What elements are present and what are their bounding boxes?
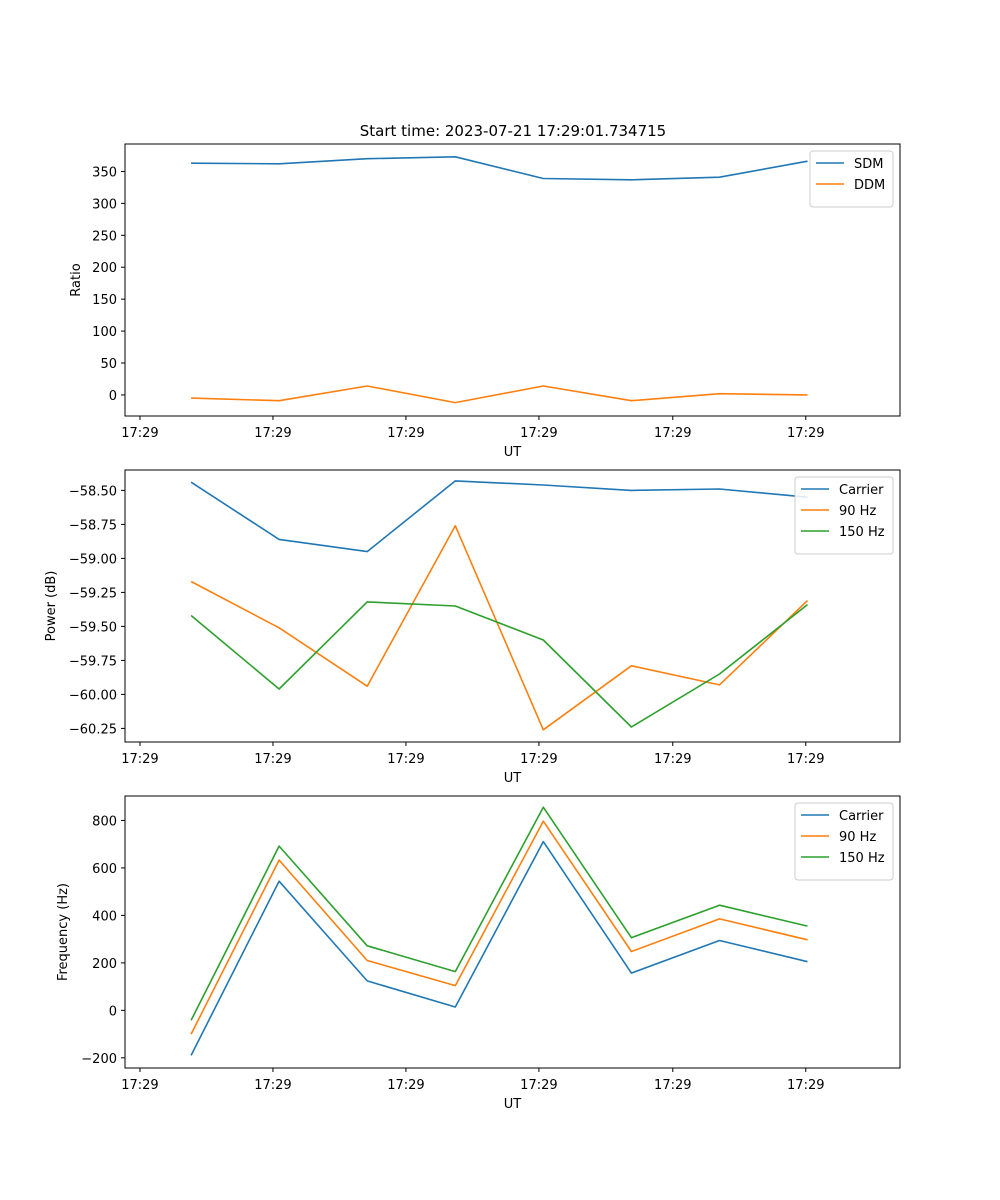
ratio-legend-box	[809, 150, 894, 208]
power-series-90-hz-line	[190, 524, 809, 731]
power-y-tick-label: −59.75	[69, 654, 117, 669]
ratio-x-tick-label: 17:29	[787, 426, 824, 441]
ratio-y-tick-label: 350	[92, 165, 117, 180]
power-legend-label-90-hz: 90 Hz	[839, 504, 876, 519]
power-y-tick-label: −58.75	[69, 518, 117, 533]
ratio-x-axis-label: UT	[504, 445, 522, 460]
ratio-x-tick-label: 17:29	[520, 426, 557, 441]
frequency-y-tick-label: 600	[92, 862, 117, 877]
frequency-x-tick-label: 17:29	[520, 1078, 557, 1093]
frequency-x-tick-label: 17:29	[787, 1078, 824, 1093]
ratio-y-axis-label: Ratio	[69, 263, 84, 296]
frequency-legend-box	[794, 802, 894, 881]
power-legend-label-carrier: Carrier	[839, 483, 884, 498]
ratio-legend-label-sdm: SDM	[854, 157, 883, 172]
frequency-x-tick-label: 17:29	[654, 1078, 691, 1093]
power-x-axis-label: UT	[504, 771, 522, 786]
frequency-legend-label-carrier: Carrier	[839, 809, 884, 824]
power-x-tick-label: 17:29	[121, 752, 158, 767]
power-y-tick-label: −59.50	[69, 620, 117, 635]
frequency-y-tick-label: 400	[92, 909, 117, 924]
frequency-y-tick-label: −200	[81, 1052, 117, 1067]
ratio-x-tick-label: 17:29	[254, 426, 291, 441]
ratio-y-tick-label: 250	[92, 229, 117, 244]
power-y-axis-label: Power (dB)	[44, 571, 59, 642]
power-legend-label-150-hz: 150 Hz	[839, 525, 885, 540]
ratio-x-tick-label: 17:29	[387, 426, 424, 441]
frequency-legend-label-150-hz: 150 Hz	[839, 851, 885, 866]
ratio-panel: 0 50 100 150 200 250 300 350 17:29 17:29 17:29 17:2…	[69, 143, 901, 460]
power-x-tick-label: 17:29	[254, 752, 291, 767]
ratio-series-sdm-line	[191, 156, 808, 181]
power-x-tick-label: 17:29	[520, 752, 557, 767]
frequency-series-carrier-line	[190, 840, 808, 1056]
frequency-axes-frame	[124, 795, 901, 1069]
power-x-tick-label: 17:29	[787, 752, 824, 767]
frequency-x-tick-label: 17:29	[254, 1078, 291, 1093]
power-series-150-hz-line	[190, 601, 808, 728]
ratio-x-tick-label: 17:29	[654, 426, 691, 441]
power-y-tick-label: −60.25	[69, 722, 117, 737]
ratio-x-tick-label: 17:29	[121, 426, 158, 441]
power-series-carrier-line	[190, 480, 808, 553]
ratio-y-tick-label: 300	[92, 197, 117, 212]
frequency-x-tick-label: 17:29	[121, 1078, 158, 1093]
power-x-tick-label: 17:29	[387, 752, 424, 767]
frequency-legend-label-90-hz: 90 Hz	[839, 830, 876, 845]
ratio-y-tick-label: 0	[109, 389, 117, 404]
power-axes-frame	[124, 469, 901, 743]
ratio-y-tick-label: 100	[92, 325, 117, 340]
frequency-series-90-hz-line	[190, 820, 808, 1035]
power-y-tick-label: −59.25	[69, 586, 117, 601]
frequency-series-150-hz-line	[190, 806, 808, 1021]
power-y-tick-label: −60.00	[69, 688, 117, 703]
ratio-y-tick-label: 150	[92, 293, 117, 308]
ratio-axes-frame	[124, 143, 901, 417]
power-y-tick-label: −59.00	[69, 552, 117, 567]
ratio-series-ddm-line	[191, 385, 808, 404]
power-y-tick-label: −58.50	[69, 484, 117, 499]
power-panel: −60.25 −60.00 −59.75 −59.50 −59.25 −59.00 −58.…	[44, 469, 901, 786]
power-x-tick-label: 17:29	[654, 752, 691, 767]
frequency-y-tick-label: 800	[92, 814, 117, 829]
ratio-y-tick-label: 50	[100, 357, 117, 372]
figure-title: Start time: 2023-07-21 17:29:01.734715	[360, 122, 666, 140]
frequency-x-tick-label: 17:29	[387, 1078, 424, 1093]
power-legend-box	[794, 476, 894, 555]
frequency-y-tick-label: 0	[109, 1004, 117, 1019]
frequency-y-tick-label: 200	[92, 957, 117, 972]
frequency-x-axis-label: UT	[504, 1097, 522, 1112]
frequency-y-axis-label: Frequency (Hz)	[56, 883, 71, 981]
frequency-panel: −200 0 200 400 600 800 17:29 17:29 17:29 17:29 17:…	[56, 795, 901, 1112]
ratio-y-tick-label: 200	[92, 261, 117, 276]
ratio-legend-label-ddm: DDM	[854, 178, 885, 193]
